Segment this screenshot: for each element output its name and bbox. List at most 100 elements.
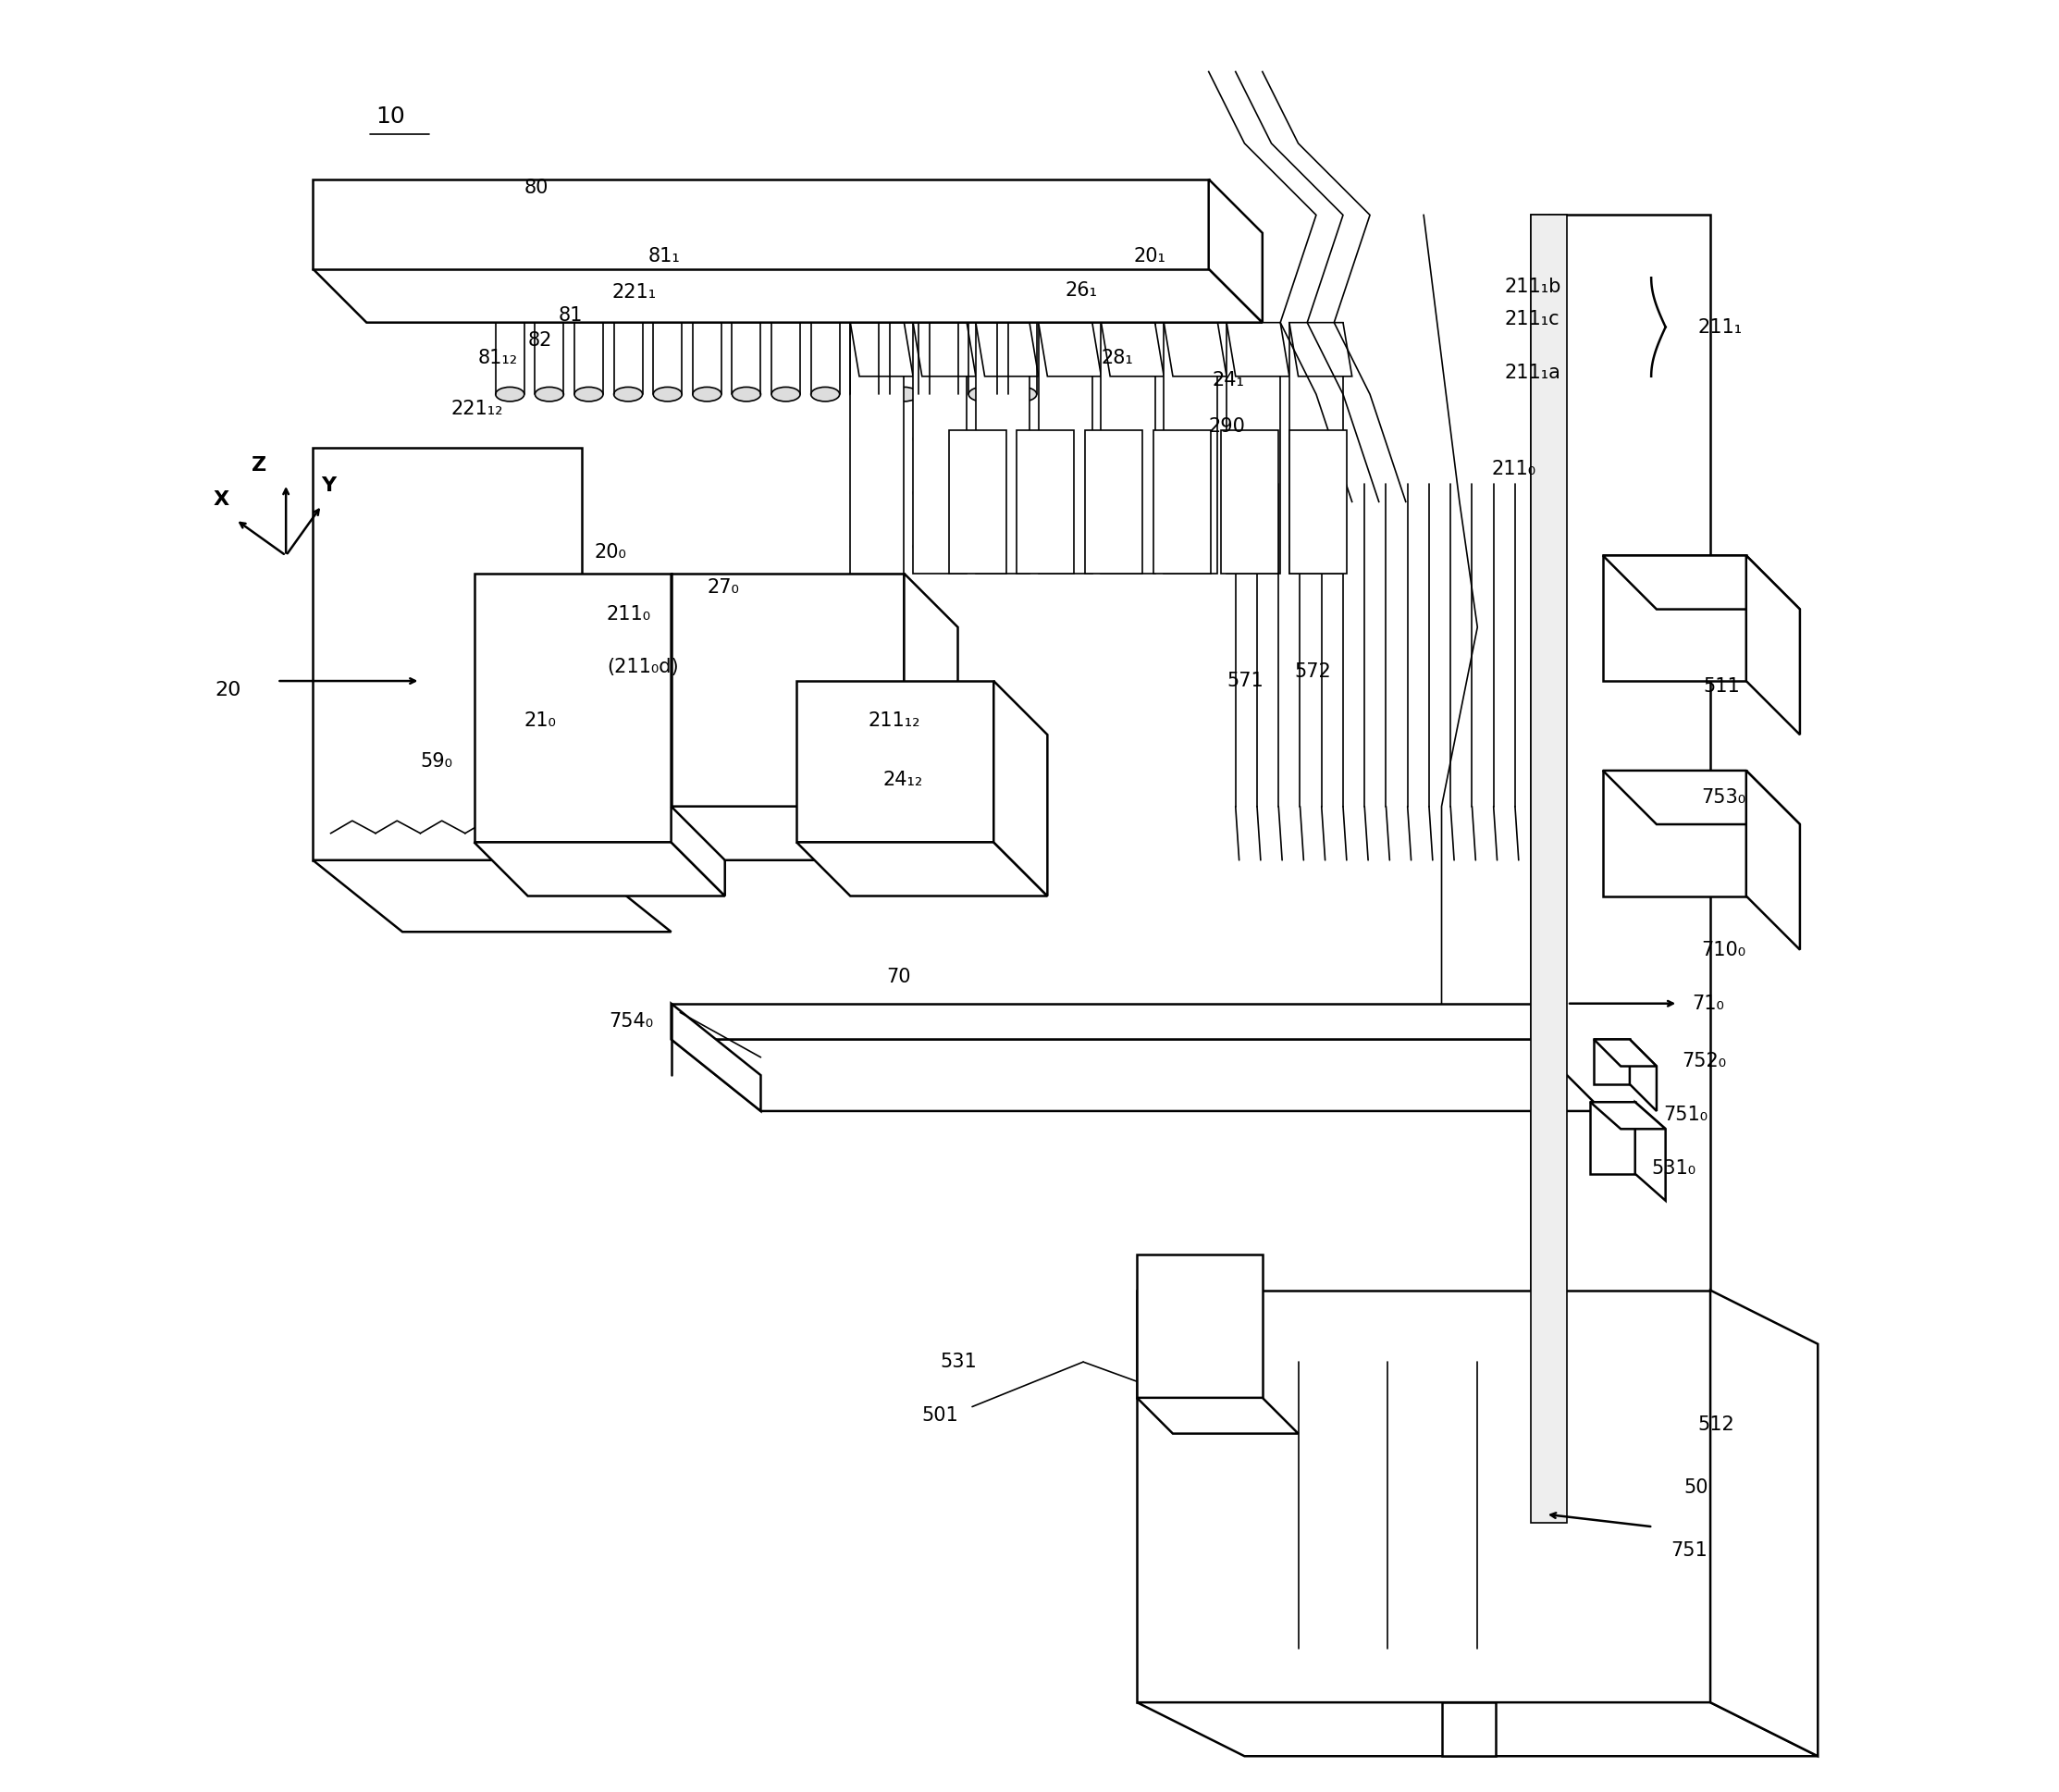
- Bar: [803, 590, 832, 613]
- Ellipse shape: [811, 387, 840, 401]
- Text: 10: 10: [375, 106, 406, 127]
- Bar: [725, 686, 754, 710]
- Ellipse shape: [653, 387, 682, 401]
- Text: 70: 70: [885, 968, 910, 986]
- Polygon shape: [1441, 1702, 1495, 1756]
- Bar: [803, 654, 832, 677]
- Bar: [844, 719, 871, 742]
- Polygon shape: [1602, 556, 1800, 609]
- Polygon shape: [1746, 556, 1800, 735]
- Polygon shape: [474, 573, 671, 842]
- Text: 511: 511: [1703, 677, 1740, 695]
- Text: 71₀: 71₀: [1692, 995, 1725, 1012]
- Bar: [803, 622, 832, 645]
- Polygon shape: [1017, 430, 1075, 573]
- Ellipse shape: [653, 208, 682, 222]
- Polygon shape: [949, 430, 1007, 573]
- Ellipse shape: [535, 208, 564, 222]
- Text: 754₀: 754₀: [609, 1012, 653, 1030]
- Text: 20₁: 20₁: [1132, 247, 1165, 265]
- Ellipse shape: [535, 387, 564, 401]
- Ellipse shape: [772, 387, 801, 401]
- Polygon shape: [313, 269, 1262, 323]
- Bar: [686, 622, 714, 645]
- Bar: [844, 654, 871, 677]
- Ellipse shape: [850, 208, 879, 222]
- Bar: [844, 686, 871, 710]
- Ellipse shape: [968, 208, 997, 222]
- Ellipse shape: [574, 387, 603, 401]
- Ellipse shape: [614, 387, 642, 401]
- Polygon shape: [1590, 1102, 1635, 1174]
- Bar: [764, 686, 793, 710]
- Bar: [803, 719, 832, 742]
- Polygon shape: [1631, 1039, 1657, 1111]
- Ellipse shape: [968, 387, 997, 401]
- Polygon shape: [313, 448, 581, 860]
- Text: 27₀: 27₀: [706, 579, 739, 597]
- Ellipse shape: [496, 208, 525, 222]
- Text: 752₀: 752₀: [1682, 1052, 1725, 1070]
- Polygon shape: [1153, 430, 1211, 573]
- Bar: [764, 719, 793, 742]
- Polygon shape: [474, 842, 725, 896]
- Polygon shape: [1711, 1290, 1818, 1756]
- Text: 753₀: 753₀: [1701, 788, 1746, 806]
- Text: 28₁: 28₁: [1102, 349, 1132, 367]
- Text: 211₁b: 211₁b: [1505, 278, 1561, 296]
- Ellipse shape: [614, 208, 642, 222]
- Polygon shape: [1532, 215, 1567, 1523]
- Ellipse shape: [1009, 387, 1036, 401]
- Polygon shape: [1590, 1102, 1666, 1129]
- Bar: [686, 590, 714, 613]
- Bar: [686, 719, 714, 742]
- Text: 221₁: 221₁: [612, 283, 657, 301]
- Bar: [844, 590, 871, 613]
- Text: X: X: [214, 491, 229, 509]
- Ellipse shape: [811, 208, 840, 222]
- Ellipse shape: [889, 208, 918, 222]
- Polygon shape: [976, 323, 1038, 376]
- Text: 512: 512: [1699, 1416, 1734, 1434]
- Bar: [686, 686, 714, 710]
- Text: 20₀: 20₀: [595, 543, 626, 561]
- Bar: [764, 622, 793, 645]
- Text: 211₁₂: 211₁₂: [869, 711, 920, 729]
- Polygon shape: [1102, 323, 1163, 376]
- Ellipse shape: [692, 387, 721, 401]
- Polygon shape: [313, 179, 1209, 269]
- Text: 211₀: 211₀: [1493, 461, 1536, 478]
- Polygon shape: [1137, 1702, 1818, 1756]
- Polygon shape: [671, 573, 725, 896]
- Text: 572: 572: [1295, 663, 1332, 681]
- Ellipse shape: [574, 208, 603, 222]
- Text: 82: 82: [527, 332, 552, 349]
- Ellipse shape: [733, 208, 760, 222]
- Bar: [725, 590, 754, 613]
- Ellipse shape: [850, 387, 879, 401]
- Text: 80: 80: [525, 179, 548, 197]
- Polygon shape: [671, 1004, 760, 1111]
- Polygon shape: [1594, 1039, 1631, 1084]
- Text: 81₁: 81₁: [649, 247, 679, 265]
- Polygon shape: [1602, 771, 1746, 896]
- Polygon shape: [1137, 1254, 1262, 1398]
- Polygon shape: [1163, 323, 1217, 573]
- Polygon shape: [671, 573, 904, 806]
- Text: (211₀d): (211₀d): [607, 658, 679, 676]
- Bar: [764, 590, 793, 613]
- Ellipse shape: [733, 387, 760, 401]
- Polygon shape: [850, 323, 912, 376]
- Polygon shape: [797, 681, 994, 842]
- Polygon shape: [1227, 323, 1281, 573]
- Text: 501: 501: [922, 1407, 959, 1425]
- Bar: [686, 654, 714, 677]
- Polygon shape: [1227, 323, 1289, 376]
- Text: 221₁₂: 221₁₂: [451, 400, 502, 418]
- Polygon shape: [1137, 1398, 1299, 1434]
- Polygon shape: [1102, 323, 1155, 573]
- Text: 290: 290: [1209, 418, 1246, 435]
- Ellipse shape: [692, 208, 721, 222]
- Text: 24₁₂: 24₁₂: [883, 771, 922, 788]
- Bar: [725, 654, 754, 677]
